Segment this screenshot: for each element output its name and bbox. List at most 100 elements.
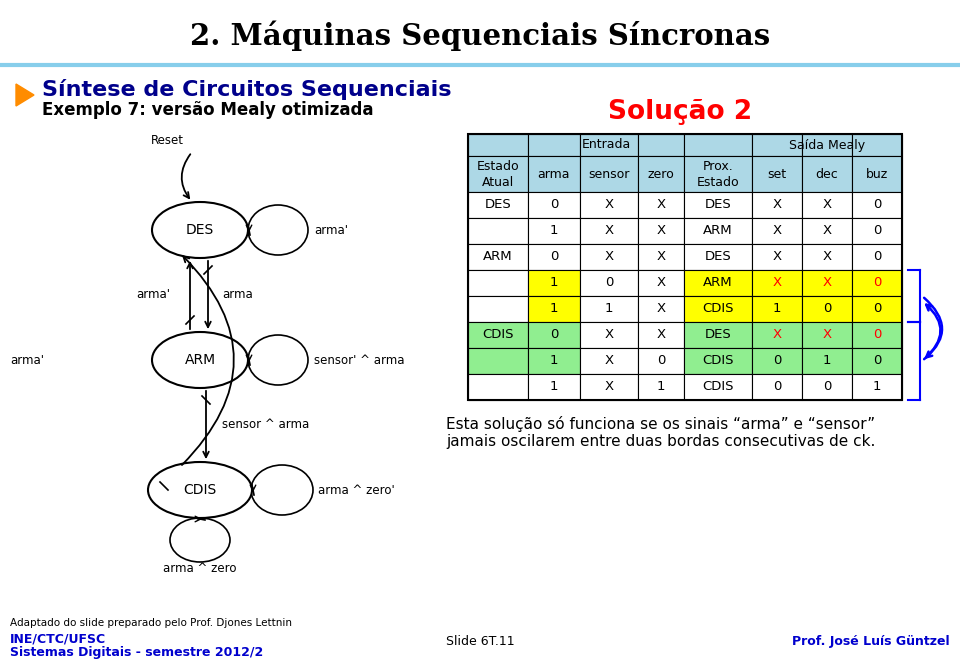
Text: DES: DES	[186, 223, 214, 237]
Bar	[468, 270, 528, 296]
Bar	[638, 156, 684, 192]
Text: 2. Máquinas Sequenciais Síncronas: 2. Máquinas Sequenciais Síncronas	[190, 21, 770, 51]
Text: ARM: ARM	[703, 277, 732, 289]
Text: Reset: Reset	[151, 134, 183, 147]
Text: Estado
Atual: Estado Atual	[477, 160, 519, 189]
Text: 0: 0	[873, 224, 881, 238]
Text: 1: 1	[550, 354, 559, 367]
Bar	[528, 270, 580, 296]
Bar	[852, 322, 902, 348]
Bar	[852, 192, 902, 218]
Text: arma': arma'	[10, 354, 44, 367]
Text: 0: 0	[657, 354, 665, 367]
Text: 0: 0	[873, 250, 881, 263]
Bar	[802, 192, 852, 218]
Text: X: X	[657, 277, 665, 289]
Bar	[852, 218, 902, 244]
Bar	[752, 374, 802, 400]
Text: 1: 1	[550, 303, 559, 316]
Bar	[802, 156, 852, 192]
Bar	[468, 192, 528, 218]
Bar	[752, 156, 802, 192]
Text: zero: zero	[648, 167, 674, 181]
Ellipse shape	[152, 332, 248, 388]
Bar	[638, 218, 684, 244]
Text: arma': arma'	[314, 224, 348, 236]
Bar	[580, 270, 638, 296]
Text: 1: 1	[550, 224, 559, 238]
Text: sensor' ^ arma: sensor' ^ arma	[314, 354, 404, 367]
Text: dec: dec	[816, 167, 838, 181]
Bar	[752, 192, 802, 218]
Bar	[852, 134, 902, 156]
Text: 0: 0	[823, 303, 831, 316]
Text: 1: 1	[873, 381, 881, 393]
Bar	[638, 270, 684, 296]
Bar	[528, 134, 580, 156]
Ellipse shape	[251, 465, 313, 515]
Text: X: X	[773, 277, 781, 289]
Bar	[468, 134, 902, 400]
Bar	[580, 244, 638, 270]
Text: Slide 6T.11: Slide 6T.11	[445, 635, 515, 648]
Text: DES: DES	[705, 250, 732, 263]
Bar	[684, 244, 752, 270]
Bar	[684, 348, 752, 374]
Text: X: X	[657, 250, 665, 263]
Text: 0: 0	[550, 199, 558, 211]
Bar	[752, 218, 802, 244]
Text: X: X	[657, 224, 665, 238]
Bar	[638, 192, 684, 218]
Bar	[638, 296, 684, 322]
Text: 0: 0	[873, 277, 881, 289]
Bar	[468, 296, 528, 322]
Bar	[580, 374, 638, 400]
Bar	[852, 374, 902, 400]
Bar	[468, 374, 528, 400]
Bar	[752, 296, 802, 322]
Text: CDIS: CDIS	[703, 303, 733, 316]
Bar	[802, 374, 852, 400]
Text: DES: DES	[705, 328, 732, 342]
Bar	[580, 218, 638, 244]
Ellipse shape	[248, 205, 308, 255]
Ellipse shape	[248, 335, 308, 385]
Bar	[752, 322, 802, 348]
Bar	[528, 156, 580, 192]
Text: X: X	[605, 381, 613, 393]
Bar	[802, 348, 852, 374]
Text: X: X	[773, 328, 781, 342]
Bar	[752, 348, 802, 374]
Text: 1: 1	[773, 303, 781, 316]
Bar	[468, 218, 528, 244]
Text: X: X	[657, 303, 665, 316]
Text: X: X	[823, 224, 831, 238]
Bar	[684, 156, 752, 192]
Text: X: X	[605, 199, 613, 211]
Text: arma ^ zero: arma ^ zero	[163, 561, 237, 575]
Bar	[638, 134, 684, 156]
Text: 0: 0	[605, 277, 613, 289]
Text: Síntese de Circuitos Sequenciais: Síntese de Circuitos Sequenciais	[42, 79, 451, 99]
Text: sensor ^ arma: sensor ^ arma	[222, 418, 309, 432]
Text: X: X	[605, 224, 613, 238]
Bar	[752, 134, 802, 156]
Bar	[802, 296, 852, 322]
Ellipse shape	[152, 202, 248, 258]
Text: X: X	[823, 328, 831, 342]
Bar	[802, 322, 852, 348]
Text: 0: 0	[550, 250, 558, 263]
Bar	[638, 322, 684, 348]
Bar	[580, 296, 638, 322]
Text: 0: 0	[773, 381, 781, 393]
Bar	[684, 218, 752, 244]
Text: CDIS: CDIS	[703, 354, 733, 367]
Text: X: X	[773, 199, 781, 211]
Bar	[528, 348, 580, 374]
Bar	[802, 270, 852, 296]
Text: X: X	[605, 354, 613, 367]
Text: ARM: ARM	[483, 250, 513, 263]
Text: 0: 0	[873, 199, 881, 211]
Bar	[852, 156, 902, 192]
Text: Saída Mealy: Saída Mealy	[789, 138, 865, 152]
